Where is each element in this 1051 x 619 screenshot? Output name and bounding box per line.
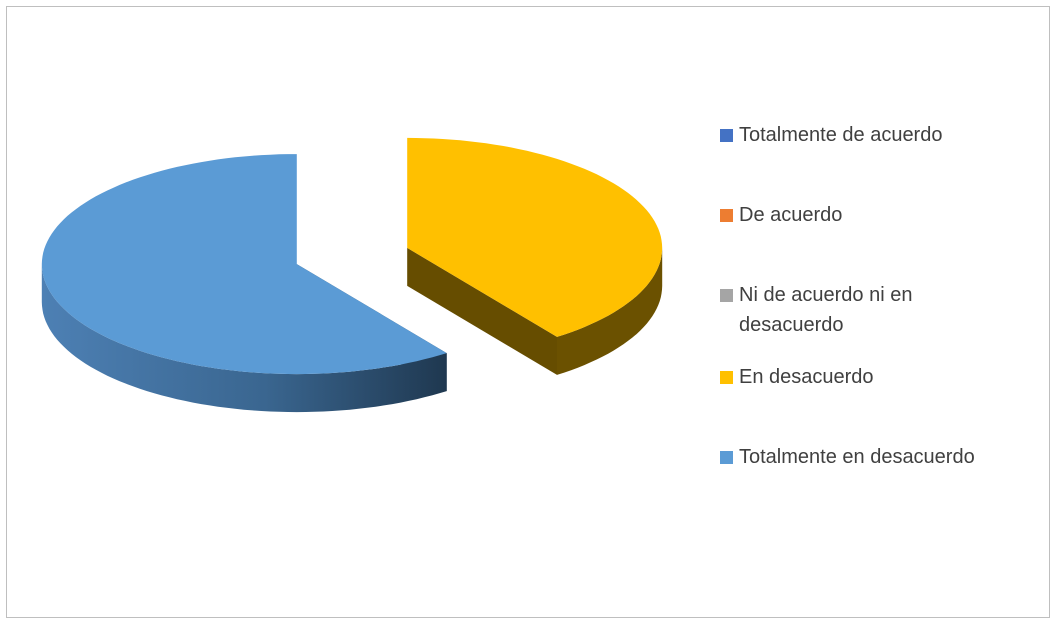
- legend-item: Ni de acuerdo ni en desacuerdo: [720, 280, 1020, 340]
- slice: [407, 137, 663, 337]
- slice-side: [557, 247, 663, 375]
- slice-cut-face: [407, 247, 557, 375]
- legend-swatch: [720, 289, 733, 302]
- chart-frame: [6, 6, 1050, 618]
- legend-item: Totalmente de acuerdo: [720, 120, 1020, 150]
- legend-swatch: [720, 129, 733, 142]
- legend-item: Totalmente en desacuerdo: [720, 442, 1020, 472]
- slice: [41, 154, 447, 375]
- legend-label: De acuerdo: [739, 204, 843, 226]
- legend-label: Ni de acuerdo ni en desacuerdo: [739, 284, 913, 336]
- legend-swatch: [720, 209, 733, 222]
- legend-swatch: [720, 451, 733, 464]
- slice-side: [41, 264, 447, 413]
- legend-label: En desacuerdo: [739, 366, 874, 388]
- legend-label: Totalmente en desacuerdo: [739, 446, 975, 468]
- legend-item: En desacuerdo: [720, 362, 1020, 392]
- legend-item: De acuerdo: [720, 200, 1020, 230]
- legend-label: Totalmente de acuerdo: [739, 124, 943, 146]
- legend-swatch: [720, 371, 733, 384]
